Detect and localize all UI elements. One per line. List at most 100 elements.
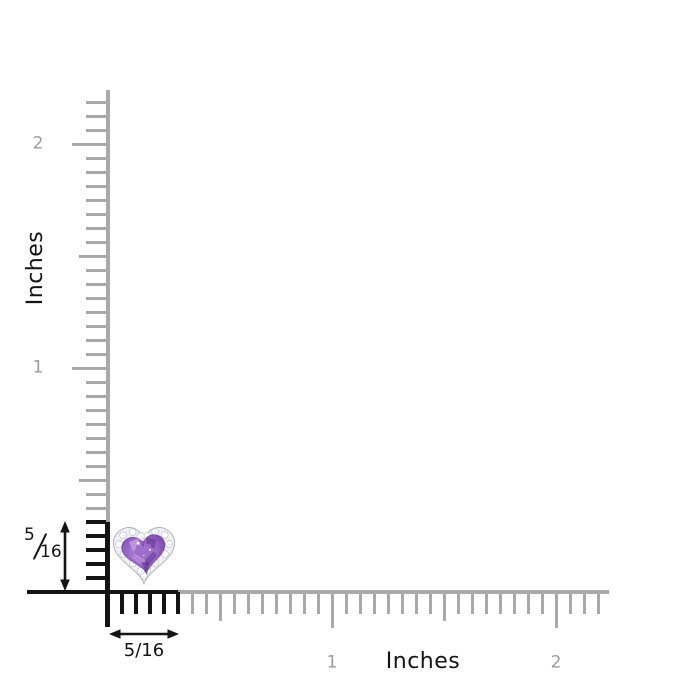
vertical-ruler-line xyxy=(106,90,110,523)
horizontal-ruler-tick xyxy=(246,592,250,614)
vertical-ruler-tick xyxy=(86,464,106,468)
horizontal-ruler-tick xyxy=(274,592,278,614)
vertical-ruler-tick xyxy=(86,156,106,160)
horizontal-ruler-tick xyxy=(582,592,586,614)
vertical-ruler-tick xyxy=(86,100,106,104)
horizontal-ruler-tick xyxy=(134,592,138,614)
width-dimension-label: 5/16 xyxy=(123,640,165,661)
halo-diamond xyxy=(165,540,173,548)
horizontal-ruler-mark-1: 1 xyxy=(326,652,338,673)
vertical-ruler-tick xyxy=(86,310,106,314)
vertical-ruler-tick xyxy=(86,226,106,230)
vertical-ruler-tick xyxy=(86,576,106,580)
vertical-ruler-tick xyxy=(86,422,106,426)
stone-glint xyxy=(142,554,145,557)
vertical-ruler-tick xyxy=(86,282,106,286)
horizontal-ruler-tick xyxy=(498,592,502,614)
horizontal-ruler-tick xyxy=(330,592,334,628)
vertical-ruler-mark-2: 2 xyxy=(32,133,44,154)
vertical-ruler-tick xyxy=(86,324,106,328)
vertical-ruler-tick xyxy=(86,184,106,188)
horizontal-ruler-tick xyxy=(260,592,264,614)
halo-diamond-sparkle xyxy=(155,562,157,565)
horizontal-ruler-tick xyxy=(386,592,390,614)
horizontal-ruler-tick xyxy=(596,592,600,614)
halo-diamond-sparkle xyxy=(168,543,171,546)
horizontal-ruler-tick xyxy=(162,592,166,614)
horizontal-ruler-highlight-line xyxy=(27,590,178,594)
stone-glint xyxy=(148,548,151,551)
vertical-ruler-tick xyxy=(86,436,106,440)
vertical-ruler-tick xyxy=(86,170,106,174)
vertical-ruler-tick xyxy=(86,198,106,202)
vertical-ruler-tick xyxy=(86,338,106,342)
vertical-ruler-tick xyxy=(86,450,106,454)
halo-diamond xyxy=(128,528,137,536)
horizontal-ruler-tick xyxy=(176,592,180,614)
horizontal-ruler-tick xyxy=(540,592,544,614)
horizontal-ruler-tick xyxy=(218,592,222,621)
horizontal-ruler-tick xyxy=(526,592,530,614)
vertical-ruler-tick xyxy=(86,506,106,510)
height-dimension-label: 5 16 xyxy=(22,527,64,571)
horizontal-ruler-tick xyxy=(484,592,488,614)
halo-diamond-sparkle xyxy=(122,535,125,537)
halo-diamond-sparkle xyxy=(155,531,157,534)
horizontal-ruler-tick xyxy=(302,592,306,614)
amethyst-facet xyxy=(139,540,146,548)
vertical-ruler-tick xyxy=(86,268,106,272)
horizontal-ruler-tick xyxy=(372,592,376,614)
vertical-ruler-tick xyxy=(79,254,106,258)
horizontal-ruler-tick xyxy=(414,592,418,614)
amethyst-facet xyxy=(134,543,154,560)
amethyst-facet xyxy=(141,561,150,573)
horizontal-ruler-tick xyxy=(232,592,236,614)
horizontal-ruler-tick xyxy=(400,592,404,614)
horizontal-ruler-line xyxy=(178,590,609,594)
halo-diamond-sparkle xyxy=(140,570,143,573)
vertical-ruler-unit-label: Inches xyxy=(23,230,48,306)
vertical-ruler-tick xyxy=(86,394,106,398)
horizontal-ruler-tick xyxy=(554,592,558,628)
amethyst-facet xyxy=(132,553,145,568)
horizontal-ruler-tick xyxy=(148,592,152,614)
horizontal-ruler-tick xyxy=(512,592,516,614)
halo-diamond xyxy=(160,531,169,539)
horizontal-ruler-tick xyxy=(316,592,320,614)
halo-diamond xyxy=(119,531,127,540)
vertical-ruler-tick xyxy=(86,128,106,132)
vertical-ruler-tick xyxy=(86,534,106,538)
halo-diamond-sparkle xyxy=(140,535,143,538)
vertical-ruler-tick xyxy=(86,520,106,524)
vertical-ruler-mark-1: 1 xyxy=(32,357,44,378)
height-fraction-denominator: 16 xyxy=(40,542,62,562)
horizontal-ruler-tick xyxy=(344,592,348,614)
horizontal-ruler-tick xyxy=(428,592,432,614)
horizontal-ruler-tick xyxy=(568,592,572,614)
horizontal-ruler-tick xyxy=(288,592,292,614)
horizontal-ruler-tick xyxy=(442,592,446,621)
vertical-ruler-tick xyxy=(86,380,106,384)
horizontal-ruler-tick xyxy=(358,592,362,614)
vertical-ruler-tick xyxy=(86,240,106,244)
vertical-ruler-highlight-line xyxy=(105,522,110,627)
vertical-ruler-tick xyxy=(72,366,106,370)
horizontal-ruler-mark-2: 2 xyxy=(550,652,562,673)
horizontal-ruler-unit-label: Inches xyxy=(385,649,461,674)
vertical-double-arrow-icon xyxy=(60,521,70,591)
horizontal-double-arrow-icon xyxy=(109,629,179,639)
horizontal-ruler-tick xyxy=(190,592,194,614)
stone-glint xyxy=(136,541,140,545)
vertical-ruler-tick xyxy=(86,352,106,356)
height-fraction-numerator: 5 xyxy=(24,525,35,545)
horizontal-ruler-tick xyxy=(456,592,460,614)
horizontal-ruler-tick xyxy=(470,592,474,614)
vertical-ruler-tick xyxy=(86,492,106,496)
amethyst-heart-halo-jewel-image xyxy=(112,527,176,585)
vertical-ruler-tick xyxy=(86,114,106,118)
horizontal-ruler-tick xyxy=(120,592,124,614)
vertical-ruler-tick xyxy=(79,478,106,482)
horizontal-ruler-tick xyxy=(204,592,208,614)
vertical-ruler-tick xyxy=(86,562,106,566)
